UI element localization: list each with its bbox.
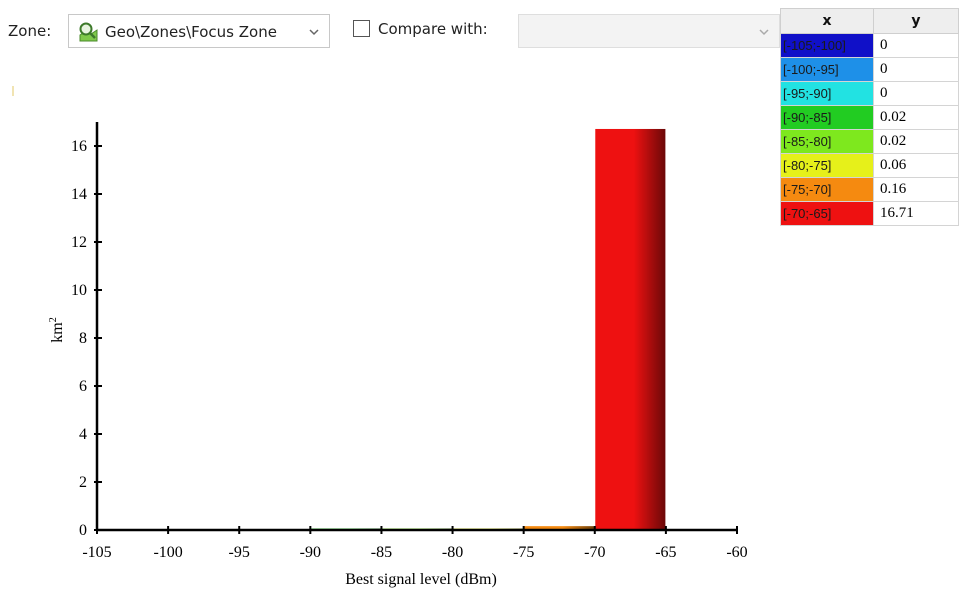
y-tick-label: 6	[79, 378, 87, 395]
header-y[interactable]: y	[873, 8, 959, 34]
header-x[interactable]: x	[780, 8, 874, 34]
y-tick-label: 8	[79, 330, 87, 347]
table-row: [-95;-90] 0	[780, 81, 959, 106]
table-cell-x: [-70;-65]	[780, 201, 874, 226]
table-cell-y: 0.16	[873, 177, 959, 202]
table-row: [-75;-70] 0.16	[780, 177, 959, 202]
y-axis-label: km2	[48, 317, 66, 342]
x-tick-label: -105	[82, 544, 111, 561]
table-cell-y: 0.06	[873, 153, 959, 178]
table-cell-y: 0	[873, 81, 959, 106]
table-row: [-100;-95] 0	[780, 57, 959, 82]
table-cell-x: [-100;-95]	[780, 57, 874, 82]
table-cell-x: [-95;-90]	[780, 81, 874, 106]
y-tick-label: 0	[79, 522, 87, 539]
compare-dropdown[interactable]	[518, 14, 780, 48]
y-tick-label: 10	[71, 282, 87, 299]
zone-dropdown[interactable]: Geo\Zones\Focus Zone	[68, 14, 330, 48]
table-cell-y: 16.71	[873, 201, 959, 226]
table-cell-x: [-105;-100]	[780, 33, 874, 58]
y-tick-label: 2	[79, 474, 87, 491]
chevron-down-icon	[757, 24, 771, 38]
table-cell-x: [-80;-75]	[780, 153, 874, 178]
compare-checkbox[interactable]	[353, 20, 370, 37]
table-cell-x: [-75;-70]	[780, 177, 874, 202]
x-axis-label: Best signal level (dBm)	[345, 571, 497, 588]
magnifier-map-icon	[77, 21, 99, 43]
table-row: [-105;-100] 0	[780, 33, 959, 58]
zone-value: Geo\Zones\Focus Zone	[105, 23, 277, 41]
x-tick-label: -90	[300, 544, 321, 561]
table-cell-x: [-85;-80]	[780, 129, 874, 154]
table-cell-y: 0	[873, 57, 959, 82]
compare-label: Compare with:	[378, 20, 488, 38]
chevron-down-icon	[307, 24, 321, 38]
y-tick-label: 12	[71, 234, 87, 251]
x-tick-label: -85	[371, 544, 392, 561]
table-row: [-90;-85] 0.02	[780, 105, 959, 130]
y-tick-label: 4	[79, 426, 87, 443]
histogram-bar	[595, 128, 666, 530]
toolbar: Zone: Geo\Zones\Focus Zone Compare with:	[0, 0, 780, 62]
resize-marker	[12, 86, 14, 96]
y-tick-label: 16	[71, 138, 87, 155]
data-table: x y [-105;-100] 0 [-100;-95] 0 [-95;-90] 0 [-9…	[780, 8, 959, 226]
x-tick-label: -65	[655, 544, 676, 561]
table-cell-y: 0.02	[873, 105, 959, 130]
table-cell-y: 0	[873, 33, 959, 58]
zone-label: Zone:	[8, 22, 52, 40]
x-tick-label: -100	[153, 544, 182, 561]
x-tick-label: -70	[584, 544, 605, 561]
table-row: [-70;-65] 16.71	[780, 201, 959, 226]
histogram-chart: -105 -100 -95 -90 -85 -80 -75 -70 -65 -60 0 2 4 6 8 10 1…	[48, 122, 748, 588]
x-tick-label: -60	[726, 544, 747, 561]
table-cell-y: 0.02	[873, 129, 959, 154]
y-tick-label: 14	[71, 186, 87, 203]
table-row: [-85;-80] 0.02	[780, 129, 959, 154]
x-tick-label: -80	[442, 544, 463, 561]
histogram-bar	[524, 526, 595, 530]
x-tick-label: -95	[229, 544, 250, 561]
table-row: [-80;-75] 0.06	[780, 153, 959, 178]
table-cell-x: [-90;-85]	[780, 105, 874, 130]
x-tick-label: -75	[513, 544, 534, 561]
